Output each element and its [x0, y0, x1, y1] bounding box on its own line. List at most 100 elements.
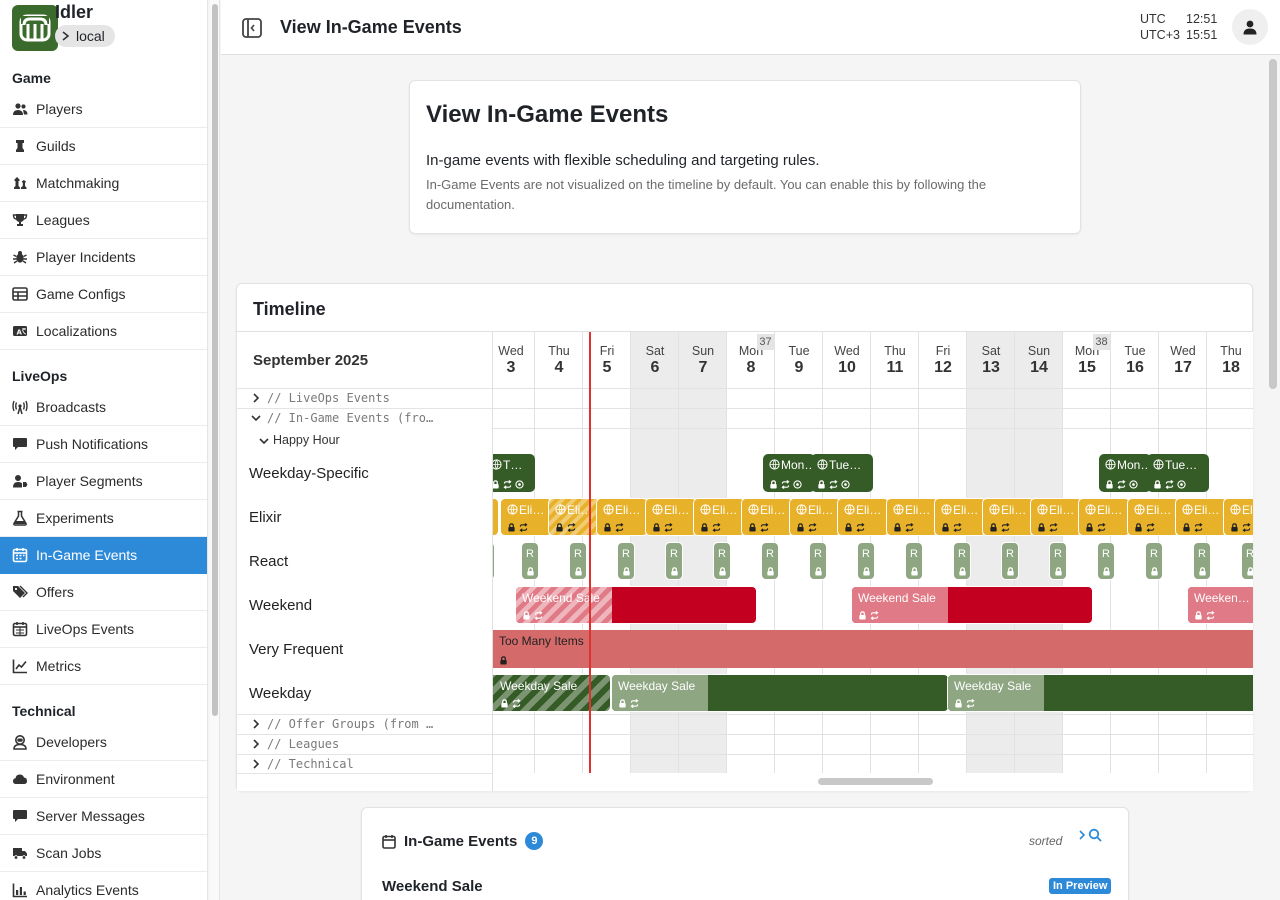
timeline-horizontal-scrollbar[interactable] [493, 773, 1253, 791]
environment-selector[interactable]: local [55, 25, 115, 47]
event-elixir[interactable]: Eli… [596, 498, 648, 536]
chevron-right-icon [253, 393, 260, 403]
subgroup-happy-hour[interactable]: Happy Hour [259, 433, 340, 447]
lock-icon [508, 523, 515, 532]
event-elixir[interactable]: Eli… [1030, 498, 1082, 536]
event-react[interactable]: R [953, 542, 971, 580]
event-react[interactable] [493, 542, 495, 580]
event-react[interactable]: R [1097, 542, 1115, 580]
event-weekday-specific[interactable]: Mon… [1099, 454, 1151, 492]
chevron-right-icon[interactable] [1077, 829, 1087, 841]
event-elixir[interactable]: Eli… [837, 498, 889, 536]
event-react[interactable]: R [617, 542, 635, 580]
group-leagues[interactable]: // Leagues [237, 734, 493, 754]
event-elixir[interactable]: Eli… [1127, 498, 1179, 536]
globe-icon [1134, 504, 1145, 515]
lock-icon [990, 523, 997, 532]
group-liveops-events[interactable]: // LiveOps Events [237, 388, 493, 408]
sidebar-item-guilds[interactable]: Guilds [0, 128, 207, 165]
event-elixir[interactable] [493, 498, 499, 536]
main-scrollbar[interactable] [1266, 56, 1280, 900]
chart-bar-icon [12, 883, 27, 898]
event-react[interactable]: R [569, 542, 587, 580]
event-item-title[interactable]: Weekend Sale [382, 878, 483, 895]
event-react[interactable]: R [521, 542, 539, 580]
sidebar-scrollbar[interactable] [210, 0, 220, 900]
event-elixir[interactable]: Eli… [741, 498, 793, 536]
event-elixir[interactable]: Eli… [1175, 498, 1227, 536]
search-icon[interactable] [1088, 828, 1102, 842]
event-weekday-sale[interactable]: Weekday Sale [947, 674, 1253, 712]
event-elixir[interactable]: Eli… [1078, 498, 1130, 536]
list-controls[interactable] [1077, 828, 1102, 842]
event-label: R [862, 548, 870, 560]
event-weekday-specific[interactable]: Tue… [1147, 454, 1209, 492]
event-elixir[interactable]: Eli… [886, 498, 938, 536]
group-in-game-events[interactable]: // In-Game Events (fro… [237, 408, 493, 428]
event-react[interactable]: R [1145, 542, 1163, 580]
sidebar-item-push-notifications[interactable]: Push Notifications [0, 426, 207, 463]
sidebar-item-liveops-events[interactable]: LiveOps Events [0, 611, 207, 648]
group-offer-groups[interactable]: // Offer Groups (from … [237, 714, 493, 734]
day-of-week: Fri [599, 344, 615, 358]
event-react[interactable]: R [1193, 542, 1211, 580]
event-elixir[interactable]: Eli… [645, 498, 697, 536]
event-weekday-sale[interactable]: Weekday Sale [611, 674, 949, 712]
event-elixir[interactable]: Eli… [693, 498, 745, 536]
sidebar-item-offers[interactable]: Offers [0, 574, 207, 611]
sidebar-item-broadcasts[interactable]: Broadcasts [0, 389, 207, 426]
event-weekend-sale[interactable]: Weeken… [1187, 586, 1253, 624]
sidebar-item-environment[interactable]: Environment [0, 761, 207, 798]
event-weekend-sale[interactable]: Weekend Sale [851, 586, 1093, 624]
event-react[interactable]: R [1241, 542, 1253, 580]
event-too-many-items[interactable]: Too Many Items [493, 630, 1253, 668]
sidebar-item-label: Scan Jobs [36, 845, 102, 861]
event-weekday-specific[interactable]: T… [493, 454, 535, 492]
event-weekend-sale[interactable]: Weekend Sale [515, 586, 757, 624]
event-react[interactable]: R [1001, 542, 1019, 580]
event-weekday-specific[interactable]: Tue… [811, 454, 873, 492]
sidebar-item-experiments[interactable]: Experiments [0, 500, 207, 537]
event-react[interactable]: R [857, 542, 875, 580]
event-react[interactable]: R [761, 542, 779, 580]
sidebar-item-matchmaking[interactable]: Matchmaking [0, 165, 207, 202]
event-react[interactable]: R [905, 542, 923, 580]
sidebar-item-player-segments[interactable]: Player Segments [0, 463, 207, 500]
sidebar-item-in-game-events[interactable]: In-Game Events [0, 537, 207, 574]
event-elixir[interactable]: Eli… [500, 498, 552, 536]
page-title: View In-Game Events [280, 17, 462, 37]
sidebar-item-player-incidents[interactable]: Player Incidents [0, 239, 207, 276]
event-label: Weekend Sale [858, 591, 936, 605]
group-technical[interactable]: // Technical [237, 754, 493, 774]
event-elixir[interactable]: Eli… [1223, 498, 1253, 536]
sidebar-item-game-configs[interactable]: Game Configs [0, 276, 207, 313]
event-weekday-sale[interactable]: Weekday Sale [493, 674, 611, 712]
sidebar-item-analytics-events[interactable]: Analytics Events [0, 872, 207, 900]
event-react[interactable]: R [713, 542, 731, 580]
event-react[interactable]: R [665, 542, 683, 580]
sidebar-item-developers[interactable]: Developers [0, 724, 207, 761]
brand[interactable] [12, 5, 58, 51]
globe-icon [1230, 504, 1241, 515]
group-label: // Offer Groups (from … [267, 717, 434, 731]
sidebar-item-players[interactable]: Players [0, 91, 207, 128]
event-elixir[interactable]: Eli… [982, 498, 1034, 536]
event-react[interactable]: R [1049, 542, 1067, 580]
day-header: Tue 16 [1111, 344, 1159, 377]
event-elixir[interactable]: Eli… [789, 498, 841, 536]
event-elixir[interactable]: Eli… [548, 498, 600, 536]
sidebar-item-scan-jobs[interactable]: Scan Jobs [0, 835, 207, 872]
sidebar-item-localizations[interactable]: A Localizations [0, 313, 207, 350]
sidebar-item-server-messages[interactable]: Server Messages [0, 798, 207, 835]
user-avatar[interactable] [1232, 9, 1268, 45]
event-weekday-specific[interactable]: Mon… [763, 454, 815, 492]
sidebar-toggle-icon[interactable] [241, 17, 263, 39]
lock-icon [1086, 523, 1093, 532]
sidebar-item-leagues[interactable]: Leagues [0, 202, 207, 239]
event-elixir[interactable]: Eli… [934, 498, 986, 536]
event-react[interactable]: R [809, 542, 827, 580]
sidebar-item-metrics[interactable]: Metrics [0, 648, 207, 685]
timeline-grid[interactable]: Tue2Wed3Thu4Fri5Sat6Sun7Mon837Tue9Wed10T… [493, 331, 1253, 773]
sidebar-item-label: Player Incidents [36, 249, 136, 265]
table-icon [12, 287, 28, 301]
